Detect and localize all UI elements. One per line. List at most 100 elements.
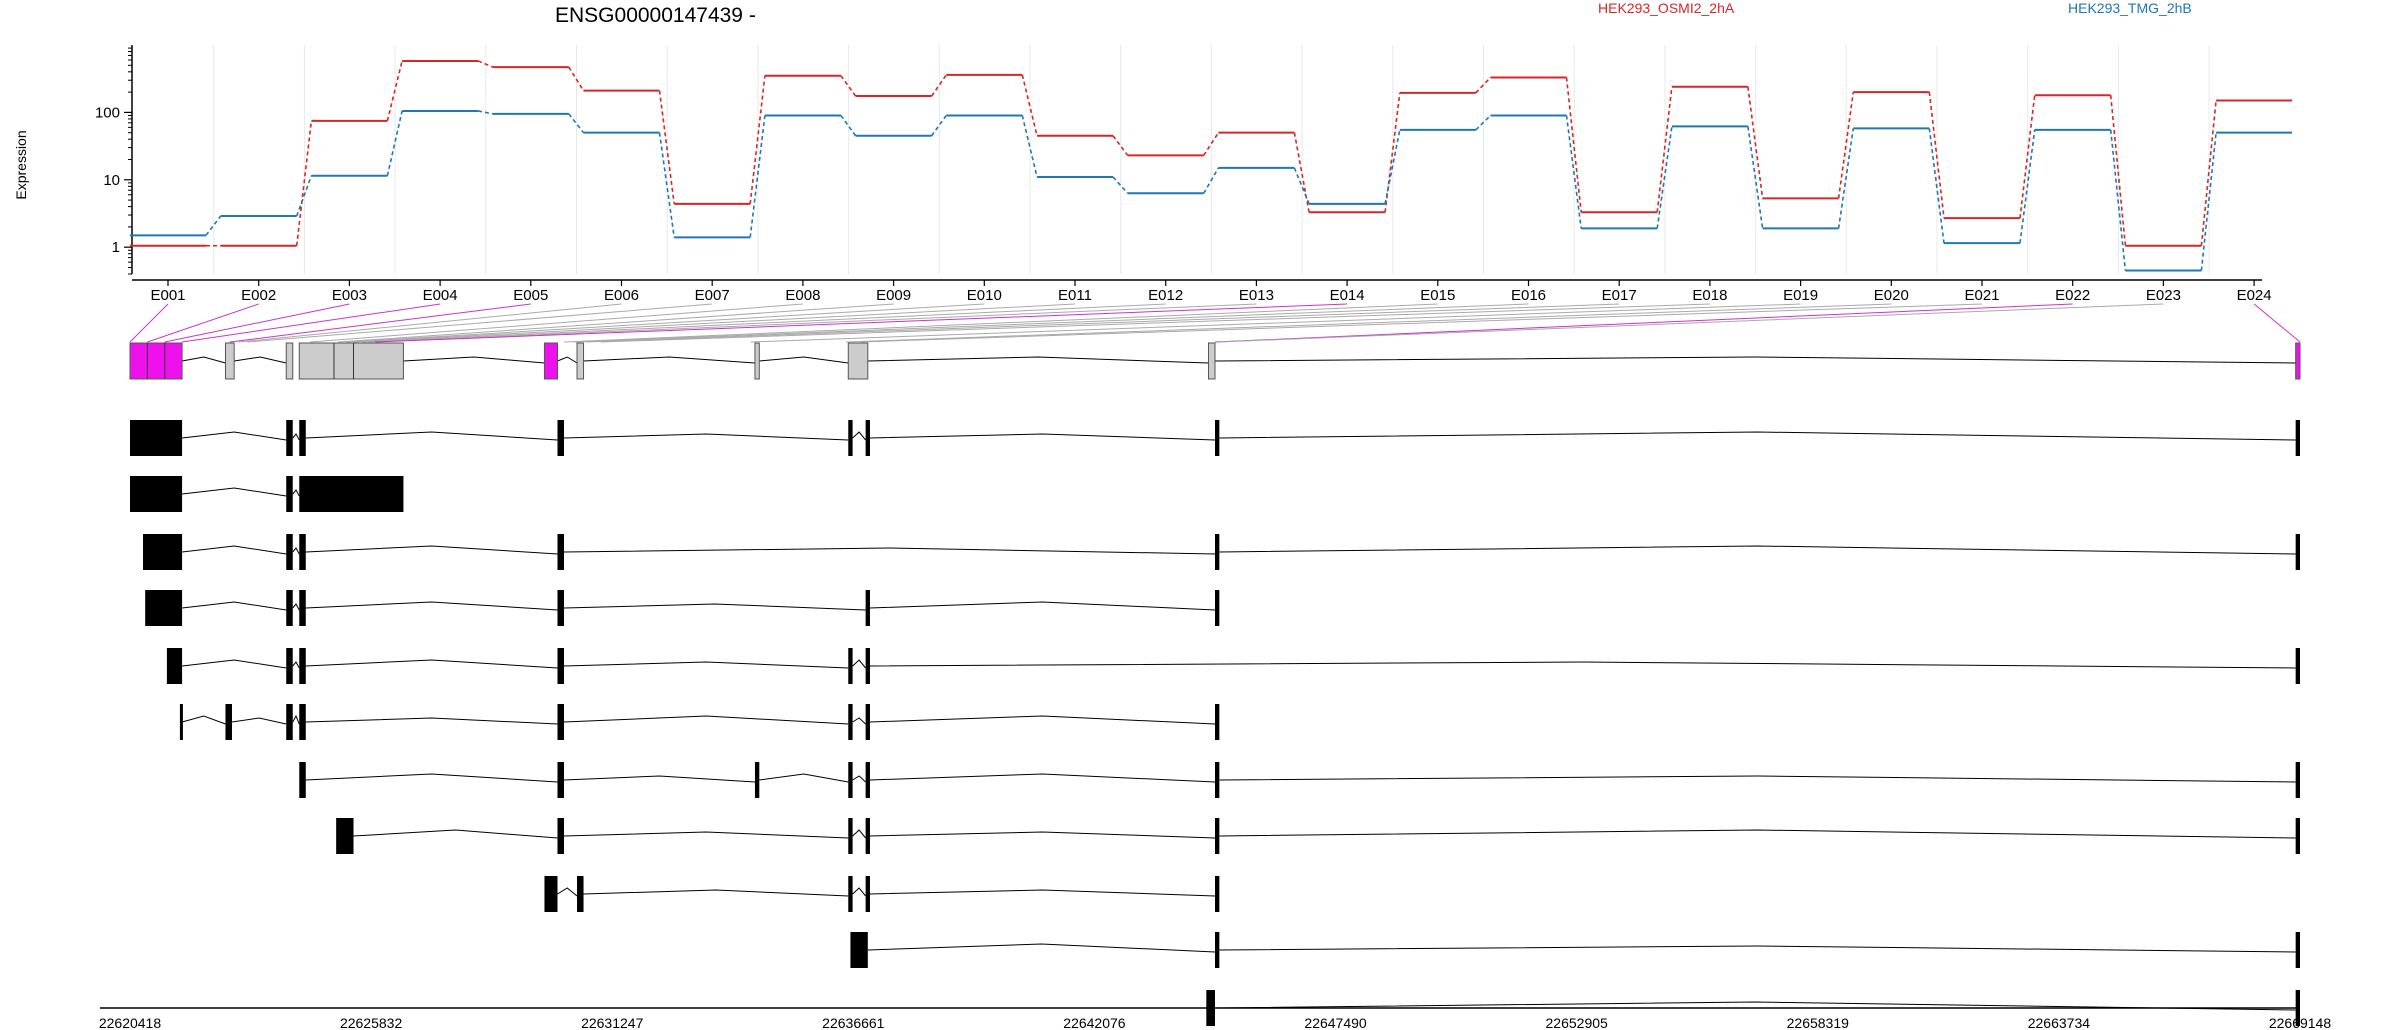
series-2-connector <box>1384 129 1401 204</box>
transcript-intron <box>852 887 867 897</box>
bin-connector-line <box>846 303 1892 343</box>
y-tick-label: 10 <box>103 172 120 189</box>
transcript-exon <box>544 876 558 912</box>
transcript-row <box>179 704 1220 740</box>
transcript-exon <box>1215 932 1220 968</box>
summary-exon <box>576 342 585 380</box>
series-1-connector <box>749 75 766 204</box>
series-1-connector <box>568 66 585 92</box>
series-1-connector <box>1565 77 1582 213</box>
x-tick-label: E003 <box>332 287 367 304</box>
series-1-connector <box>1203 132 1220 156</box>
series-2-connector <box>1475 114 1492 131</box>
bin-connector-line <box>2253 303 2301 343</box>
transcript-intron <box>852 431 867 441</box>
transcript-exon <box>286 534 293 570</box>
series-1-connector <box>1837 91 1855 199</box>
transcript-exon <box>848 704 853 740</box>
series-2-connector <box>1021 115 1038 178</box>
series-1-connector <box>2109 95 2127 246</box>
transcript-intron <box>1219 945 2296 953</box>
transcript-exon <box>166 648 183 684</box>
transcript-intron <box>869 433 1216 441</box>
summary-exon <box>129 342 183 380</box>
transcript-intron <box>869 715 1216 725</box>
transcript-exon <box>286 704 293 740</box>
transcript-row <box>130 420 2300 456</box>
transcript-intron <box>852 829 867 839</box>
transcript-intron <box>305 773 558 783</box>
transcript-exon <box>865 704 870 740</box>
bin-connector-line <box>164 303 350 343</box>
bin-connector-line <box>346 303 985 343</box>
x-tick-label: E023 <box>2146 287 2181 304</box>
series-1 <box>130 59 2293 247</box>
transcript-exon <box>179 704 183 740</box>
transcript-exon <box>2295 534 2300 570</box>
transcript-exon <box>848 762 853 798</box>
legend-label-series-2: HEK293_TMG_2hB <box>2068 0 2192 16</box>
transcript-intron <box>563 603 866 611</box>
genomic-coordinate-label: 22669148 <box>2269 1015 2332 1030</box>
series-2-connector <box>1112 176 1129 194</box>
transcript-exon <box>2295 420 2300 456</box>
transcript-intron <box>305 431 558 441</box>
transcript-intron <box>231 717 287 725</box>
bin-connector-line <box>310 303 803 343</box>
series-2-connector <box>1837 128 1855 229</box>
transcript-exon <box>2295 762 2300 798</box>
series-1-connector <box>477 60 494 68</box>
transcript-row <box>143 534 2300 570</box>
series-1-connector <box>1656 86 1673 213</box>
bin-connector-line <box>368 303 1257 343</box>
transcript-exon <box>299 476 404 512</box>
x-tick-label: E009 <box>876 287 911 304</box>
summary-exon <box>224 342 235 380</box>
chart-title: ENSG00000147439 - <box>555 4 756 27</box>
transcript-intron <box>1219 431 2296 441</box>
summary-intron <box>867 356 1209 364</box>
bin-connector-line <box>147 303 259 343</box>
summary-exon <box>1207 342 1216 380</box>
x-tick-label: E014 <box>1330 287 1365 304</box>
transcript-intron <box>182 659 287 669</box>
x-tick-label: E015 <box>1420 287 1455 304</box>
transcript-exon <box>336 818 354 854</box>
series-2-connector <box>1565 115 1582 229</box>
transcript-intron <box>181 715 226 725</box>
series-2 <box>130 109 2293 272</box>
transcript-intron <box>305 659 558 669</box>
transcript-intron <box>182 487 287 497</box>
transcript-exon <box>286 590 293 626</box>
series-2-connector <box>1203 167 1220 194</box>
series-2-connector <box>295 175 313 217</box>
genomic-coordinate-label: 22652905 <box>1546 1015 1609 1030</box>
series-2-connector <box>2019 129 2036 244</box>
transcript-intron <box>1219 775 2296 783</box>
x-tick-label: E002 <box>241 287 276 304</box>
bin-connector-line <box>861 303 1983 343</box>
transcript-intron <box>305 545 558 555</box>
transcript-exon <box>557 420 564 456</box>
transcript-exon <box>1215 534 1220 570</box>
transcript-exon <box>299 704 306 740</box>
transcript-exon <box>299 534 306 570</box>
transcript-exon <box>850 932 868 968</box>
transcript-exon <box>299 420 306 456</box>
transcript-exon <box>1215 420 1220 456</box>
series-2-connector <box>1656 126 1673 229</box>
transcript-intron <box>563 547 1216 555</box>
transcript-row <box>299 762 2300 798</box>
x-tick-label: E022 <box>2055 287 2090 304</box>
summary-exon <box>2295 342 2301 380</box>
transcript-exon <box>1215 762 1220 798</box>
summary-exon <box>847 342 869 380</box>
summary-intron <box>403 356 545 364</box>
transcript-intron <box>1219 829 2296 839</box>
bin-connector-line <box>375 303 1348 343</box>
transcript-intron <box>852 659 867 669</box>
bin-connector-line <box>182 303 441 343</box>
transcript-exon <box>557 818 564 854</box>
series-2-connector <box>658 132 675 238</box>
